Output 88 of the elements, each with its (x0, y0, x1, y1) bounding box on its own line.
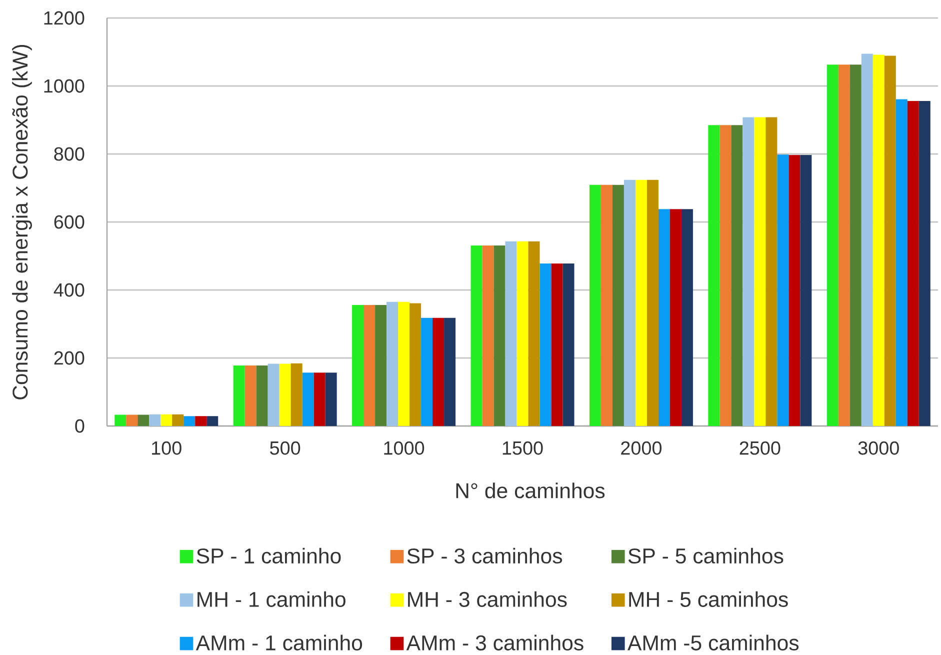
x-tick-label: 1500 (502, 441, 543, 455)
bar (432, 318, 444, 426)
legend-label: AMm -5 caminhos (628, 634, 799, 650)
bar (375, 304, 387, 426)
legend-label: MH - 3 caminhos (408, 591, 567, 607)
bar (589, 184, 601, 426)
bar (551, 263, 563, 426)
bar (398, 302, 410, 426)
bar (149, 414, 161, 426)
bar (731, 125, 743, 426)
bar (681, 209, 693, 426)
y-tick-label: 400 (54, 283, 84, 297)
bar (516, 241, 528, 426)
bar (268, 364, 280, 426)
bar (352, 304, 364, 426)
x-tick-label: 500 (270, 441, 300, 455)
bar (720, 125, 732, 426)
bar (386, 302, 398, 426)
bar (646, 180, 658, 426)
bar (896, 99, 908, 426)
bar (184, 416, 196, 426)
bar (528, 241, 540, 426)
bar (884, 56, 896, 426)
bar (138, 414, 150, 426)
bar (826, 64, 838, 426)
bar (600, 184, 612, 426)
bar (907, 100, 919, 426)
bar (325, 372, 337, 426)
bar (861, 54, 873, 426)
bar (302, 372, 314, 426)
legend-label: AMm - 1 caminho (196, 634, 362, 650)
bar (160, 414, 172, 426)
bar (444, 318, 456, 426)
x-tick-label: 1000 (384, 441, 424, 455)
bar (635, 180, 647, 426)
legend-label: SP - 5 caminhos (628, 548, 784, 564)
bar (670, 209, 682, 426)
y-axis-title: Consumo de energia x Conexão (kW) (12, 44, 32, 400)
bar (410, 303, 422, 426)
x-tick-label: 2000 (621, 441, 662, 455)
bar (766, 117, 778, 426)
bar (279, 364, 291, 426)
legend-label: AMm - 3 caminhos (406, 634, 584, 650)
bar (256, 365, 268, 426)
x-tick-label: 3000 (858, 441, 899, 455)
bar (658, 209, 670, 426)
bar (172, 414, 184, 426)
bar (421, 318, 433, 426)
x-tick-label: 100 (152, 441, 182, 455)
y-tick-label: 1200 (44, 11, 84, 25)
bar (754, 117, 766, 426)
bar (838, 64, 850, 426)
bar (195, 416, 207, 426)
bar (872, 54, 884, 426)
bar (505, 241, 517, 426)
bar (244, 365, 256, 426)
bar (800, 155, 812, 426)
bar (624, 180, 636, 426)
y-tick-label: 1000 (44, 79, 84, 93)
legend-label: SP - 3 caminhos (407, 548, 562, 564)
legend-label: MH - 5 caminhos (629, 591, 788, 607)
bar (470, 245, 482, 426)
bar (612, 184, 624, 426)
bar (126, 414, 138, 426)
bar (540, 263, 552, 426)
y-tick-label: 200 (54, 351, 84, 365)
x-tick-label: 2500 (740, 441, 780, 455)
legend-label: SP - 1 caminho (196, 548, 341, 564)
bar (777, 154, 789, 426)
bar (562, 263, 574, 426)
bar (918, 100, 930, 426)
bar (114, 414, 126, 426)
bar (290, 363, 302, 426)
bar (233, 365, 245, 426)
bar (482, 245, 494, 426)
y-tick-label: 800 (54, 147, 84, 161)
legend-label: MH - 1 caminho (198, 591, 346, 607)
bar (314, 372, 326, 426)
bar (206, 416, 218, 426)
bar (494, 245, 506, 426)
bar (742, 117, 754, 426)
bar (708, 125, 720, 426)
bar (788, 155, 800, 426)
x-axis-title: N° de caminhos (456, 482, 605, 498)
y-tick-label: 0 (75, 419, 84, 433)
y-tick-label: 600 (54, 215, 84, 229)
bar (364, 304, 376, 426)
bar (850, 64, 862, 426)
